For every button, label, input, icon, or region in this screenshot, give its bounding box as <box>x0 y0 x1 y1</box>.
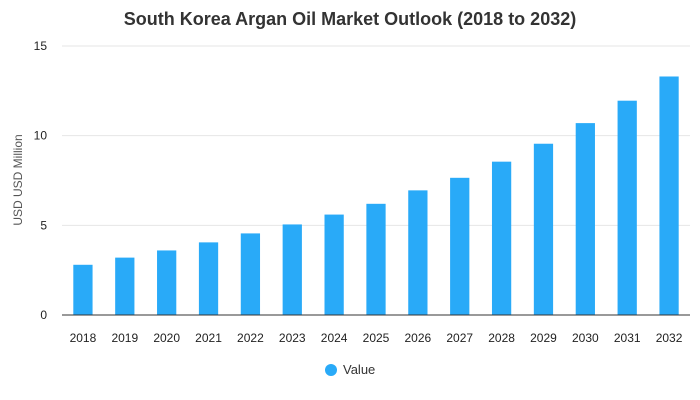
x-tick-label: 2026 <box>405 331 432 345</box>
bar-2032[interactable] <box>659 76 679 315</box>
bar-2020[interactable] <box>157 250 177 315</box>
bar-2024[interactable] <box>324 214 344 315</box>
bar-2023[interactable] <box>282 224 302 315</box>
x-tick-label: 2031 <box>614 331 641 345</box>
x-tick-label: 2018 <box>70 331 97 345</box>
x-tick-label: 2021 <box>195 331 222 345</box>
bar-2027[interactable] <box>450 177 470 315</box>
legend[interactable]: Value <box>325 362 375 377</box>
x-tick-label: 2020 <box>153 331 180 345</box>
bar-2031[interactable] <box>617 100 637 316</box>
y-tick-label: 15 <box>34 39 48 53</box>
bar-2018[interactable] <box>73 264 93 315</box>
x-tick-label: 2032 <box>656 331 683 345</box>
bar-2026[interactable] <box>408 190 428 315</box>
bar-2030[interactable] <box>575 123 595 315</box>
x-tick-label: 2025 <box>363 331 390 345</box>
bar-2021[interactable] <box>198 242 219 315</box>
y-tick-label: 5 <box>40 218 47 232</box>
x-tick-label: 2027 <box>446 331 473 345</box>
x-tick-label: 2019 <box>111 331 138 345</box>
x-tick-label: 2024 <box>321 331 348 345</box>
grid-lines <box>62 45 690 226</box>
x-tick-label: 2022 <box>237 331 264 345</box>
y-axis-title: USD USD Million <box>11 134 25 225</box>
bars <box>73 76 679 316</box>
x-tick-label: 2029 <box>530 331 557 345</box>
y-axis-ticks: 0 5 10 15 <box>34 39 48 322</box>
x-tick-label: 2028 <box>488 331 515 345</box>
bar-2025[interactable] <box>366 203 386 315</box>
legend-marker <box>325 364 337 376</box>
x-tick-label: 2030 <box>572 331 599 345</box>
bar-2029[interactable] <box>533 143 554 315</box>
bar-2022[interactable] <box>240 233 261 315</box>
x-axis-ticks: 2018 2019 2020 2021 2022 2023 2024 2025 2026 2027… <box>70 331 683 345</box>
bar-2019[interactable] <box>115 257 135 315</box>
y-tick-label: 10 <box>34 129 48 143</box>
bar-2028[interactable] <box>491 161 512 315</box>
y-tick-label: 0 <box>40 308 47 322</box>
chart-title: South Korea Argan Oil Market Outlook (20… <box>124 9 576 29</box>
x-tick-label: 2023 <box>279 331 306 345</box>
legend-label: Value <box>343 362 375 377</box>
